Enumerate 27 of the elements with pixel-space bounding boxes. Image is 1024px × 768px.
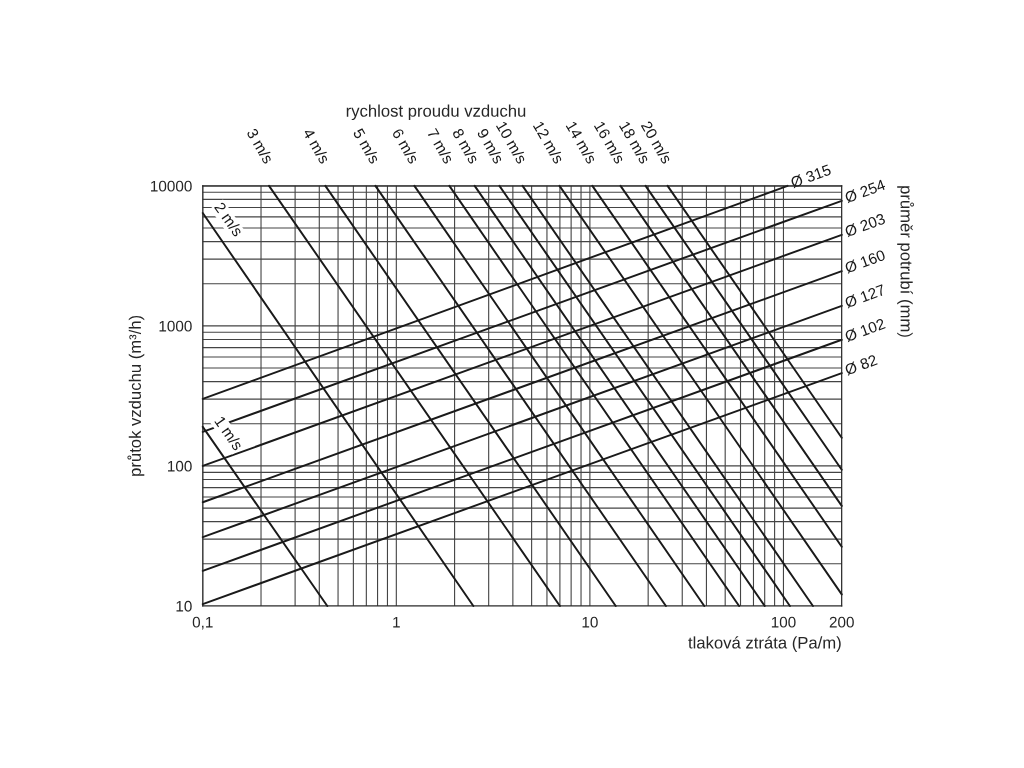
text: průměr potrubí (mm) [897,186,915,337]
text: 5 m/s [352,127,381,165]
text: 3 m/s [246,127,275,165]
x-tick-label: 200 [829,616,854,628]
text: rychlost proudu vzduchu [346,104,526,121]
text: 2 m/s [214,201,244,238]
y-tick-label: 10000 [151,180,192,192]
text: 6 m/s [391,127,420,165]
text: Ø 102 [844,317,886,343]
text: 4 m/s [302,127,331,165]
y-tick-label: 100 [168,460,192,472]
text: 1 m/s [214,415,244,452]
y-axis-title: průtok vzduchu (m³/h) [127,315,145,476]
text: Ø 127 [844,283,886,309]
text: Ø 254 [844,178,887,204]
y-tick-label: 1000 [159,320,192,332]
text: Ø 203 [844,212,886,238]
y-tick-label: 10 [176,600,192,612]
text: Ø 82 [844,354,878,376]
x-tick-label: 100 [771,616,796,628]
x-tick-label: 1 [393,616,400,628]
x-tick-label: 10 [582,616,598,628]
x-axis-title: tlaková ztráta (Pa/m) [688,636,841,652]
x-tick-label: 0,1 [192,616,213,630]
text: Ø 160 [844,249,886,274]
text: Ø 315 [789,163,832,189]
text: 12 m/s [532,120,565,165]
